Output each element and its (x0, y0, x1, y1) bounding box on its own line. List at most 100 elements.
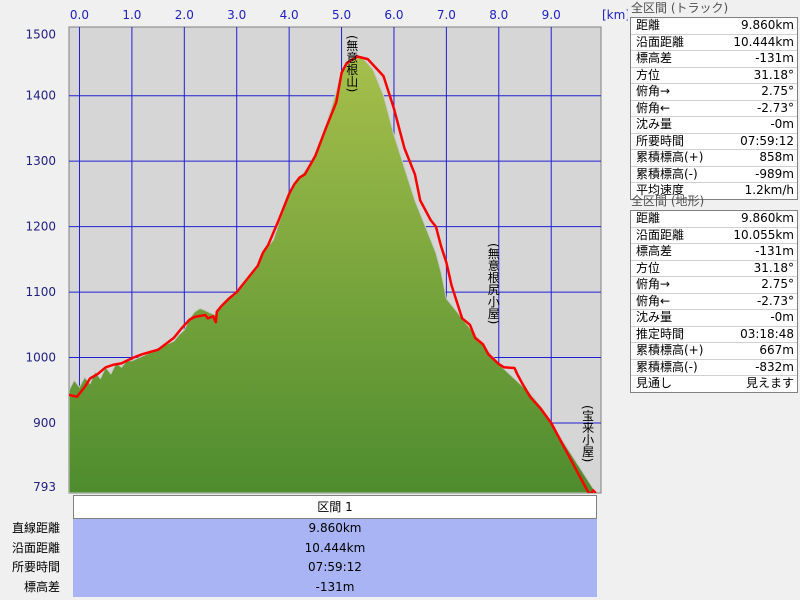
stat-row: 方位 31.18° (631, 66, 797, 84)
x-tick-label: 3.0 (227, 8, 246, 22)
stat-label: 累積標高(+) (636, 343, 704, 357)
stat-row: 標高差 -131m (631, 50, 797, 67)
x-tick-label: 8.0 (489, 8, 508, 22)
stat-row: 見通し 見えます (631, 375, 797, 392)
stat-value: -0m (770, 117, 794, 131)
stat-row: 沈み量 -0m (631, 309, 797, 326)
track-stats-panel: 全区間 (トラック) 距離 9.860km 沿面距離 10.444km 標高差 -131m… (630, 0, 798, 200)
terrain-stats-panel: 全区間 (地形) 距離 9.860km 沿面距離 10.055km 標高差 -131m 方位… (630, 193, 798, 393)
stat-label: 俯角← (636, 293, 671, 308)
stat-label: 距離 (636, 18, 661, 32)
stat-row: 累積標高(-) -832m (631, 358, 797, 376)
stat-row: 方位 31.18° (631, 259, 797, 277)
section-row-value: 07:59:12 (308, 560, 362, 574)
peak-label: (無意根山) (345, 35, 359, 92)
terrain-stats-table: 距離 9.860km 沿面距離 10.055km 標高差 -131m 方位 31.18° 俯角→… (630, 210, 798, 393)
stat-row: 沿面距離 10.055km (631, 226, 797, 244)
y-tick-label: 1100 (25, 285, 56, 299)
x-tick-label: 7.0 (437, 8, 456, 22)
stat-value: 03:18:48 (740, 326, 794, 341)
y-tick-label: 1200 (25, 220, 56, 234)
stat-value: 9.860km (741, 18, 794, 32)
stat-row: 推定時間 03:18:48 (631, 325, 797, 343)
x-tick-label: 9.0 (542, 8, 561, 22)
stat-label: 標高差 (636, 244, 673, 258)
peak-label: (宝来小屋) (581, 405, 595, 462)
section-row-value: 9.860km (308, 521, 362, 535)
x-tick-label: 4.0 (280, 8, 299, 22)
section-row-label: 所要時間 (11, 560, 60, 574)
y-axis-tick-labels: 1500 1400 1300 1200 1100 1000 900 793 (25, 27, 56, 494)
section-row-label: 沿面距離 (11, 540, 60, 555)
y-tick-label: 1000 (25, 351, 56, 365)
y-tick-label: 1300 (25, 154, 56, 168)
stat-label: 平均速度 (636, 183, 685, 197)
stat-label: 推定時間 (636, 326, 685, 341)
stat-row: 沿面距離 10.444km (631, 33, 797, 51)
stat-label: 見通し (636, 376, 673, 390)
track-stats-table: 距離 9.860km 沿面距離 10.444km 標高差 -131m 方位 31.18° 俯角→… (630, 17, 798, 200)
stat-row: 俯角→ 2.75° (631, 276, 797, 293)
section-summary: 9.860km 10.444km 07:59:12 -131m (73, 519, 597, 597)
x-tick-label: 5.0 (332, 8, 351, 22)
section-row-label: 標高差 (23, 579, 60, 594)
stat-row: 累積標高(-) -989m (631, 165, 797, 183)
stat-value: 31.18° (753, 260, 794, 275)
stat-value: 10.055km (733, 227, 794, 242)
y-tick-label: 793 (33, 480, 56, 494)
stat-row: 俯角← -2.73° (631, 99, 797, 117)
stat-label: 所要時間 (636, 133, 685, 148)
stat-value: 858m (759, 150, 794, 164)
x-tick-label: 6.0 (384, 8, 403, 22)
x-axis-unit: [km] (602, 8, 628, 22)
stat-value: 31.18° (753, 67, 794, 82)
elevation-chart[interactable]: 0.0 1.0 2.0 3.0 4.0 5.0 6.0 7.0 8.0 9.0 [km] 1500… (0, 0, 628, 495)
stat-label: 沈み量 (636, 310, 673, 324)
section-row-value: 10.444km (304, 540, 366, 555)
stat-row: 標高差 -131m (631, 243, 797, 260)
stat-value: 見えます (745, 376, 794, 390)
stat-label: 方位 (636, 260, 661, 275)
stat-label: 俯角← (636, 100, 671, 115)
stat-label: 距離 (636, 211, 661, 225)
stat-label: 沈み量 (636, 117, 673, 131)
track-line (69, 55, 597, 493)
stat-value: -2.73° (756, 100, 794, 115)
stat-value: 9.860km (741, 211, 794, 225)
stat-label: 方位 (636, 67, 661, 82)
x-tick-label: 1.0 (122, 8, 141, 22)
y-tick-label: 1500 (25, 27, 56, 41)
stat-value: -989m (755, 166, 794, 181)
stat-row: 累積標高(+) 667m (631, 342, 797, 359)
stat-value: -2.73° (756, 293, 794, 308)
stat-label: 標高差 (636, 51, 673, 65)
stat-label: 沿面距離 (636, 227, 685, 242)
stat-row: 沈み量 -0m (631, 116, 797, 133)
stat-row: 所要時間 07:59:12 (631, 132, 797, 150)
stat-value: 1.2km/h (744, 183, 794, 197)
stat-value: -131m (755, 51, 794, 65)
x-tick-label: 2.0 (175, 8, 194, 22)
terrain-panel-title: 全区間 (地形) (631, 194, 705, 208)
x-axis-tick-labels: 0.0 1.0 2.0 3.0 4.0 5.0 6.0 7.0 8.0 9.0 (70, 8, 561, 22)
stat-label: 累積標高(-) (636, 166, 698, 181)
stat-label: 累積標高(-) (636, 359, 698, 374)
stat-row: 俯角← -2.73° (631, 292, 797, 310)
stat-row: 距離 9.860km (631, 18, 797, 34)
x-tick-label: 0.0 (70, 8, 89, 22)
y-tick-label: 900 (33, 416, 56, 430)
stat-value: 2.75° (761, 277, 794, 291)
section-header[interactable]: 区間 1 (73, 495, 597, 519)
stat-label: 沿面距離 (636, 34, 685, 49)
stat-value: -832m (755, 359, 794, 374)
track-panel-title: 全区間 (トラック) (631, 1, 729, 15)
section-row-value: -131m (315, 579, 355, 594)
peak-label: (無意根尻小屋) (486, 243, 500, 324)
section-row-label: 直線距離 (11, 521, 60, 535)
stat-label: 俯角→ (636, 277, 671, 291)
peak-labels: (無意根山) (無意根尻小屋) (宝来小屋) (345, 35, 595, 462)
stat-value: -131m (755, 244, 794, 258)
stat-value: 667m (759, 343, 794, 357)
stat-row: 俯角→ 2.75° (631, 83, 797, 100)
y-tick-label: 1400 (25, 89, 56, 103)
